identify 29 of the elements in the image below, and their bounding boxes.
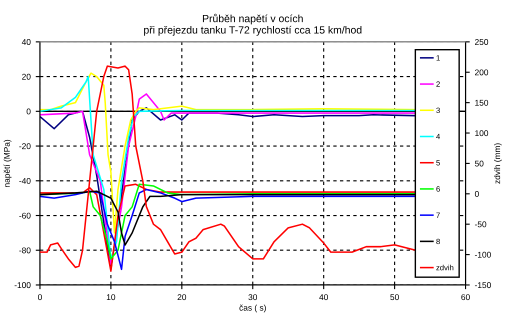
x-axis-title: čas ( s) xyxy=(239,304,266,312)
y-tick-label: -60 xyxy=(19,212,31,219)
y2-tick-label: 250 xyxy=(474,39,488,45)
y-tick-label: -100 xyxy=(14,282,31,288)
y2-tick-label: 200 xyxy=(474,69,488,76)
y-tick-label: 40 xyxy=(22,39,31,45)
y2-axis-title: zdvih (mm) xyxy=(494,143,502,184)
y-tick-label: 20 xyxy=(22,74,31,80)
y2-tick-label: -100 xyxy=(474,252,491,258)
y2-tick-label: 0 xyxy=(474,191,479,197)
y-tick-label: -20 xyxy=(19,143,31,150)
x-tick-label: 60 xyxy=(461,294,470,300)
y2-tick-label: 100 xyxy=(475,130,488,136)
x-tick-label: 30 xyxy=(248,294,258,300)
y2-tick-label: 150 xyxy=(475,100,488,106)
x-tick-label: 10 xyxy=(106,294,116,300)
y-tick-label: 0 xyxy=(26,108,31,114)
y2-tick-label: -50 xyxy=(474,221,486,228)
chart-title: Průběh napětí v ocích při přejezdu tanku T-72 rychlostí cca 15 km/hod xyxy=(144,14,362,36)
y-tick-label: -80 xyxy=(19,247,31,254)
line-series xyxy=(40,72,417,234)
y-tick-label: -40 xyxy=(19,178,31,184)
x-tick-label: 50 xyxy=(390,294,399,300)
x-tick-label: 40 xyxy=(319,294,328,300)
x-tick-label: 0 xyxy=(38,294,42,300)
x-tick-label: 20 xyxy=(178,294,186,300)
y-axis-title: napětí (MPa) xyxy=(4,140,12,187)
y2-tick-label: 50 xyxy=(474,160,484,167)
y2-tick-label: -150 xyxy=(474,282,491,288)
